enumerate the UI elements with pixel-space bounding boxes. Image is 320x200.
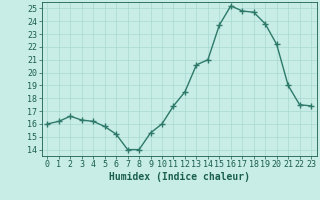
X-axis label: Humidex (Indice chaleur): Humidex (Indice chaleur) bbox=[109, 172, 250, 182]
